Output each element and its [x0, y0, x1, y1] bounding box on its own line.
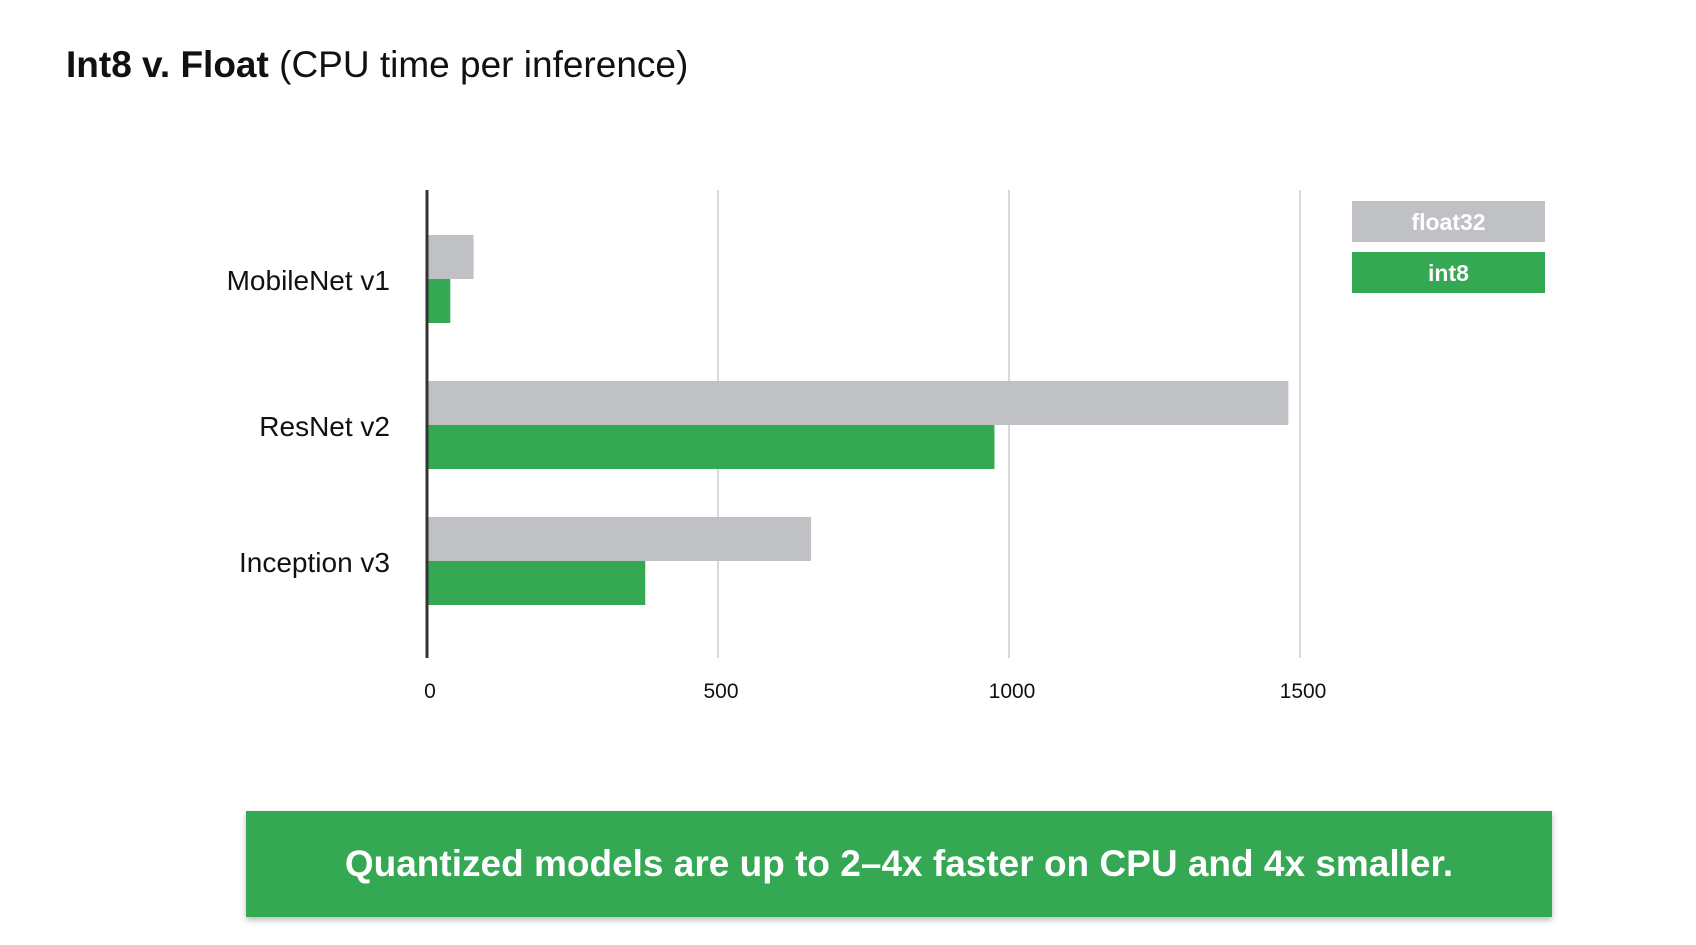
legend-swatch-float32	[1352, 201, 1545, 242]
x-tick-label-500: 500	[703, 680, 738, 703]
bar-int8-mobilenet-v1	[427, 279, 451, 323]
summary-banner: Quantized models are up to 2–4x faster o…	[246, 811, 1552, 917]
title-subtitle: (CPU time per inference)	[268, 44, 689, 85]
bar-int8-resnet-v2	[427, 425, 995, 469]
category-label-inception-v3: Inception v3	[239, 547, 390, 578]
legend-swatch-int8	[1352, 252, 1545, 293]
page-title: Int8 v. Float (CPU time per inference)	[66, 44, 688, 86]
bar-float32-resnet-v2	[427, 381, 1289, 425]
title-bold: Int8 v. Float	[66, 44, 269, 85]
bar-float32-mobilenet-v1	[427, 235, 474, 279]
category-label-resnet-v2: ResNet v2	[259, 411, 390, 442]
legend-label-int8: int8	[1428, 260, 1469, 286]
x-tick-label-1500: 1500	[1280, 680, 1327, 703]
bar-int8-inception-v3	[427, 561, 646, 605]
bar-float32-inception-v3	[427, 517, 812, 561]
x-tick-label-0: 0	[424, 680, 436, 703]
banner-text: Quantized models are up to 2–4x faster o…	[344, 843, 1454, 884]
category-label-mobilenet-v1: MobileNet v1	[227, 265, 390, 296]
x-tick-label-1000: 1000	[989, 680, 1036, 703]
bar-chart: MobileNet v1 ResNet v2 Inception v3 0 500 100…	[227, 190, 1545, 703]
legend-label-float32: float32	[1411, 209, 1485, 235]
